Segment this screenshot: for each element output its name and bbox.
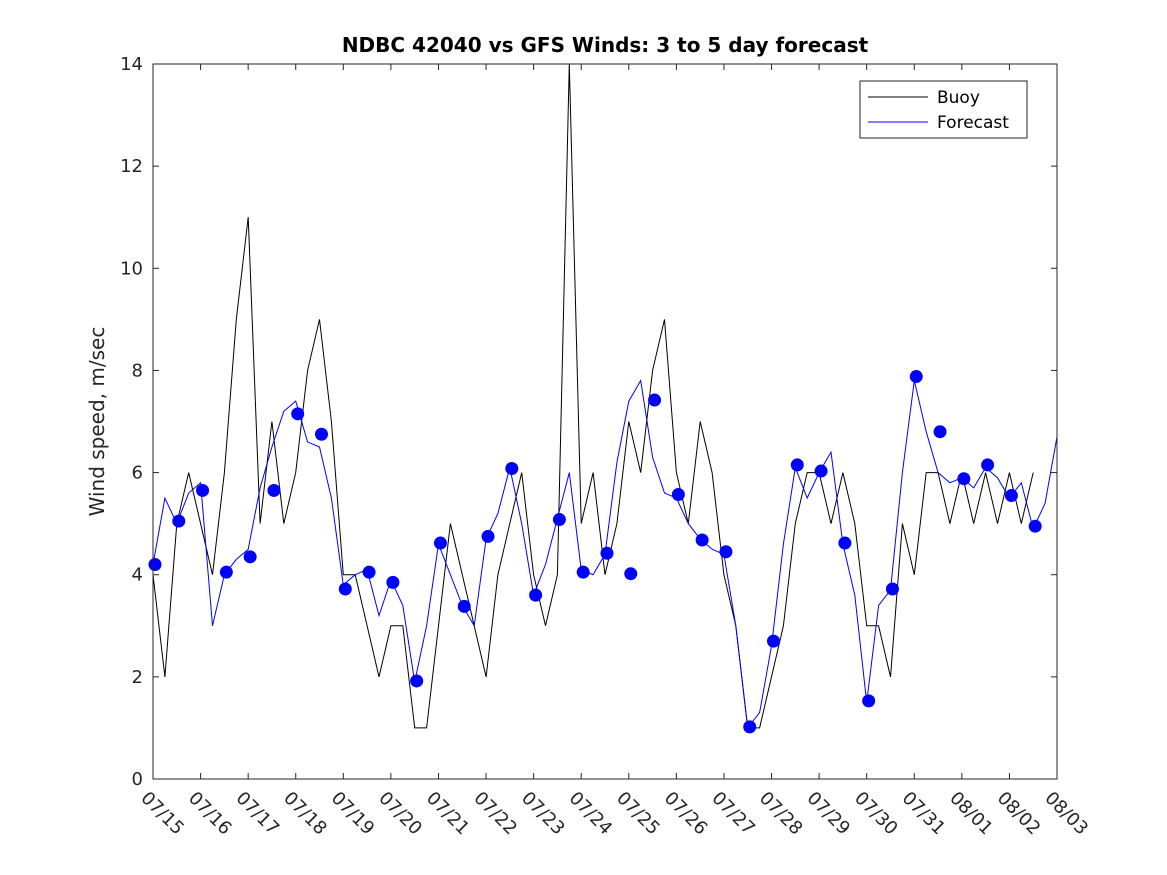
y-tick-label: 12 xyxy=(120,156,143,177)
forecast-point xyxy=(410,674,424,688)
axes-box xyxy=(152,63,1058,780)
y-tick-label: 0 xyxy=(132,769,143,790)
forecast-point xyxy=(981,458,995,472)
forecast-point xyxy=(743,720,757,734)
y-tick-label: 14 xyxy=(120,54,143,75)
forecast-point xyxy=(315,427,329,441)
forecast-point xyxy=(338,582,352,596)
legend-entry-label: Buoy xyxy=(937,88,980,108)
forecast-point xyxy=(386,575,400,589)
forecast-point xyxy=(481,529,495,543)
y-axis: 0 2 4 6 8 10 12 14 xyxy=(120,54,1057,790)
forecast-point xyxy=(219,565,233,579)
forecast-point xyxy=(933,425,947,439)
forecast-point xyxy=(600,546,614,560)
forecast-point xyxy=(529,588,543,602)
y-tick-label: 6 xyxy=(132,463,143,484)
legend-box xyxy=(859,80,1028,139)
forecast-point xyxy=(457,599,471,613)
forecast-point xyxy=(624,567,638,581)
legend-entry-label: Forecast xyxy=(937,113,1009,133)
forecast-point xyxy=(790,458,804,472)
forecast-point xyxy=(957,472,971,486)
y-tick-label: 10 xyxy=(120,258,143,279)
forecast-point xyxy=(838,536,852,550)
legend: Buoy Forecast xyxy=(859,80,1028,139)
forecast-point xyxy=(433,536,447,550)
forecast-point xyxy=(172,514,186,528)
forecast-point xyxy=(291,407,305,421)
forecast-point xyxy=(1028,519,1042,533)
forecast-point xyxy=(505,461,519,475)
forecast-point xyxy=(362,565,376,579)
chart-title: NDBC 42040 vs GFS Winds: 3 to 5 day fore… xyxy=(342,33,869,57)
plot-area xyxy=(148,63,1058,780)
forecast-point xyxy=(909,370,923,384)
y-tick-label: 2 xyxy=(132,667,143,688)
forecast-point xyxy=(862,694,876,708)
forecast-point xyxy=(885,582,899,596)
forecast-point xyxy=(576,565,590,579)
forecast-point xyxy=(671,488,685,502)
series-layer xyxy=(148,63,1058,734)
forecast-point xyxy=(648,393,662,407)
forecast-point xyxy=(719,545,733,559)
forecast-point xyxy=(814,464,828,478)
forecast-point xyxy=(196,483,210,497)
y-tick-label: 4 xyxy=(132,565,143,586)
plot-background xyxy=(153,64,1057,779)
forecast-point xyxy=(767,634,781,648)
forecast-point xyxy=(267,483,281,497)
buoy-series-line xyxy=(152,63,1034,729)
y-tick-label: 8 xyxy=(132,360,143,381)
y-axis-label: Wind speed, m/sec xyxy=(85,327,109,517)
forecast-point xyxy=(695,533,709,547)
forecast-point xyxy=(552,513,566,527)
forecast-point xyxy=(148,558,162,571)
forecast-point xyxy=(243,550,257,564)
forecast-point xyxy=(1004,489,1018,503)
